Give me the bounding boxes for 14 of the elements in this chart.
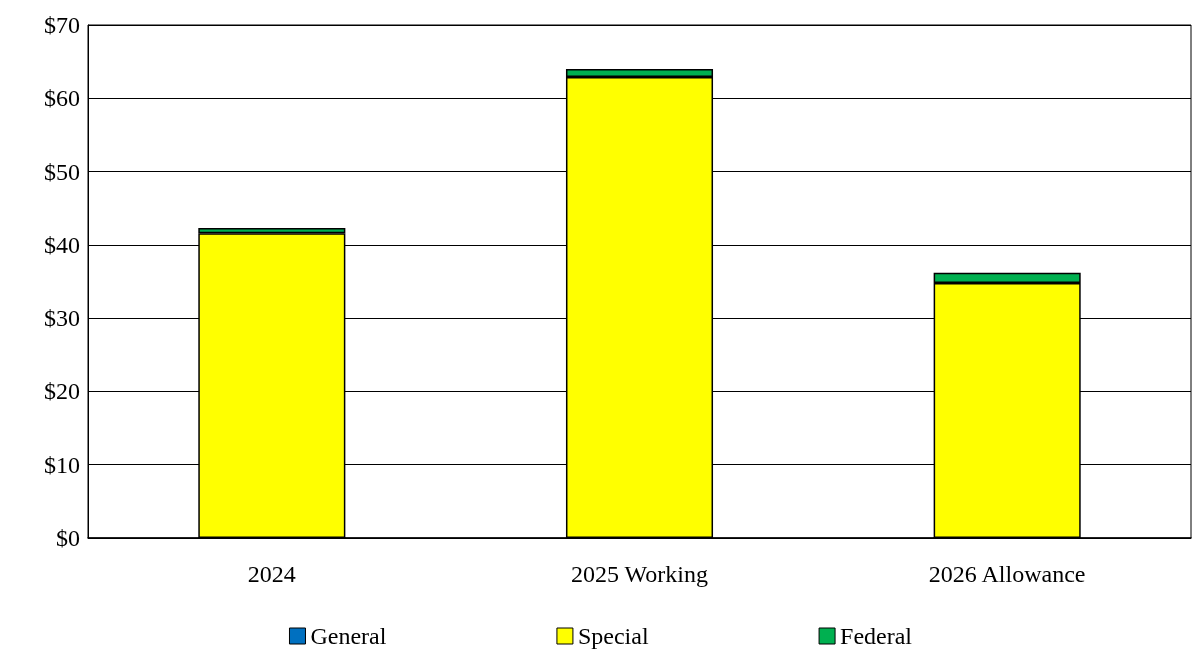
y-tick-label: $10 bbox=[44, 451, 80, 478]
y-tick-label: $30 bbox=[44, 305, 80, 332]
legend-label: General bbox=[310, 623, 387, 649]
y-tick-label: $40 bbox=[44, 231, 80, 258]
y-tick-label: $0 bbox=[56, 525, 80, 551]
y-tick-label: $60 bbox=[44, 85, 80, 112]
legend-label: Federal bbox=[840, 623, 913, 649]
y-tick-label: $50 bbox=[44, 158, 80, 185]
y-tick-label: $70 bbox=[44, 12, 80, 38]
x-tick-label: 2024 bbox=[247, 561, 296, 587]
legend-label: Special bbox=[577, 623, 649, 649]
x-tick-label: 2026 Allowance bbox=[928, 561, 1086, 587]
y-tick-label: $20 bbox=[44, 378, 80, 405]
x-tick-label: 2025 Working bbox=[571, 561, 708, 587]
